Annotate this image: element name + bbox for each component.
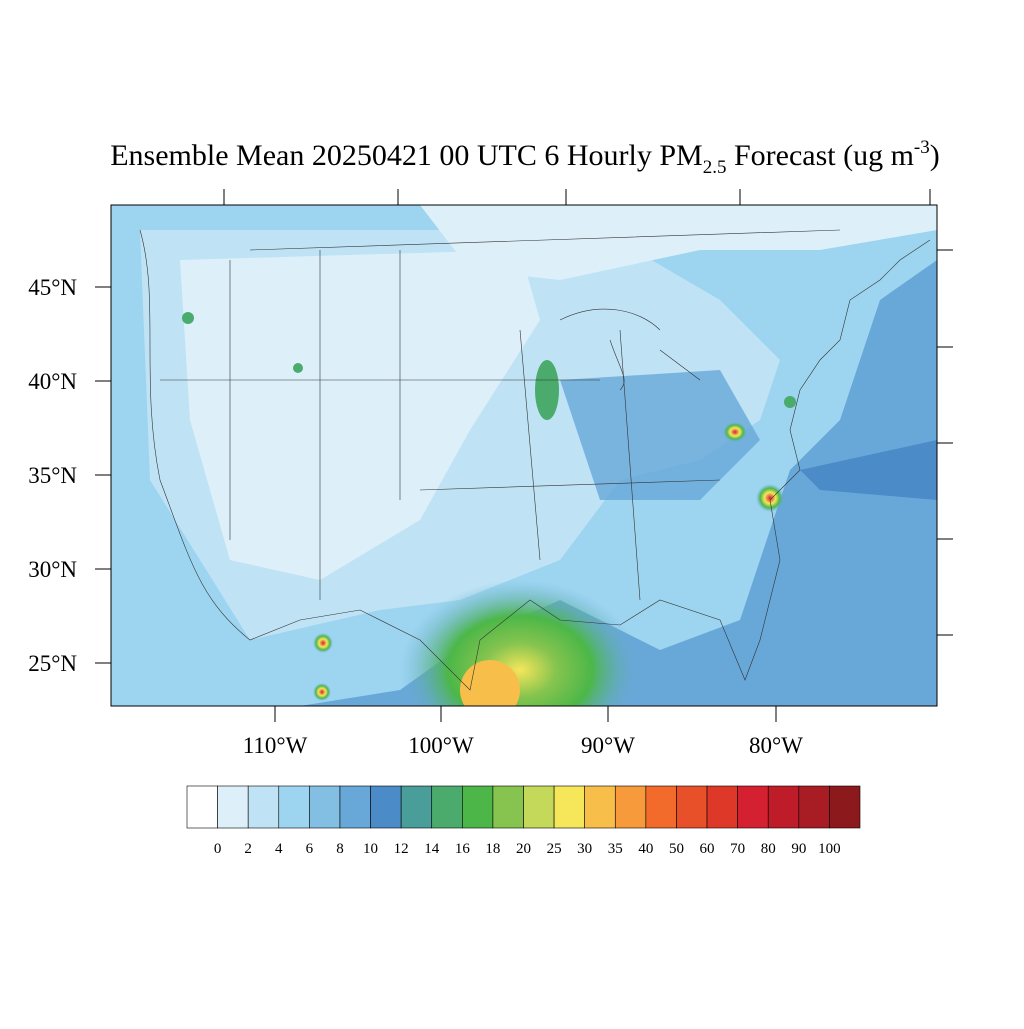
colorbar-box [278,785,310,829]
colorbar-box [798,785,830,829]
colorbar-box [492,785,524,829]
colorbar-label: 6 [306,841,314,857]
title-superscript: -3 [914,137,930,158]
colorbar-label: 70 [730,841,745,857]
colorbar-box [706,785,738,829]
map-field [111,205,937,706]
lat-label: 25°N [28,651,77,676]
colorbar-label: 20 [516,841,531,857]
title-end: ) [930,139,940,172]
colorbar-label: 14 [424,841,440,857]
colorbar-label: 10 [363,841,378,857]
colorbar-box [829,785,861,829]
axis-labels: 45°N 40°N 35°N 30°N 25°N 110°W 100°W 90°W 80°W [28,275,803,758]
lat-label: 30°N [28,557,77,582]
title-main: Ensemble Mean 20250421 00 UTC 6 Hourly P… [110,139,702,172]
colorbar-box [645,785,677,829]
title-subscript: 2.5 [703,157,727,178]
lon-label: 100°W [408,733,474,758]
colorbar-label: 30 [577,841,592,857]
colorbar-box [553,785,585,829]
colorbar-label: 60 [700,841,715,857]
colorbar-label: 50 [669,841,684,857]
colorbar-label: 90 [791,841,806,857]
colorbar-box [247,785,280,829]
colorbar-label: 0 [214,841,222,857]
colorbar-box [370,785,402,829]
colorbar-box [309,785,341,829]
lon-label: 110°W [243,733,308,758]
colorbar-box [737,785,769,829]
map-frame [110,204,938,707]
lon-label: 80°W [749,733,803,758]
colorbar: 0 2 4 6 8 10 12 14 16 18 20 25 30 35 40 50 60 70 80 90 100 [186,785,861,857]
colorbar-label: 16 [455,841,471,857]
lon-label: 90°W [581,733,635,758]
colorbar-box [584,785,616,829]
colorbar-box [400,785,433,829]
colorbar-box [186,785,218,829]
lat-label: 40°N [28,369,77,394]
colorbar-box [767,785,800,829]
ticks [223,189,953,636]
colorbar-box [339,785,371,829]
colorbar-label: 8 [336,841,344,857]
lat-label: 35°N [28,463,77,488]
colorbar-box [217,785,249,829]
colorbar-label: 35 [608,841,623,857]
colorbar-box [431,785,463,829]
colorbar-label: 80 [761,841,776,857]
colorbar-label: 18 [485,841,500,857]
colorbar-label: 25 [547,841,562,857]
colorbar-label: 40 [638,841,653,857]
map-title: Ensemble Mean 20250421 00 UTC 6 Hourly P… [110,137,940,178]
colorbar-box [676,785,708,829]
lat-label: 45°N [28,275,77,300]
colorbar-label: 2 [244,841,252,857]
colorbar-label: 12 [394,841,409,857]
colorbar-box [523,785,555,829]
colorbar-box [462,785,494,829]
title-middle: Forecast (ug m [726,139,913,172]
colorbar-box [614,785,647,829]
colorbar-label: 4 [275,841,283,857]
colorbar-label: 100 [818,841,841,857]
